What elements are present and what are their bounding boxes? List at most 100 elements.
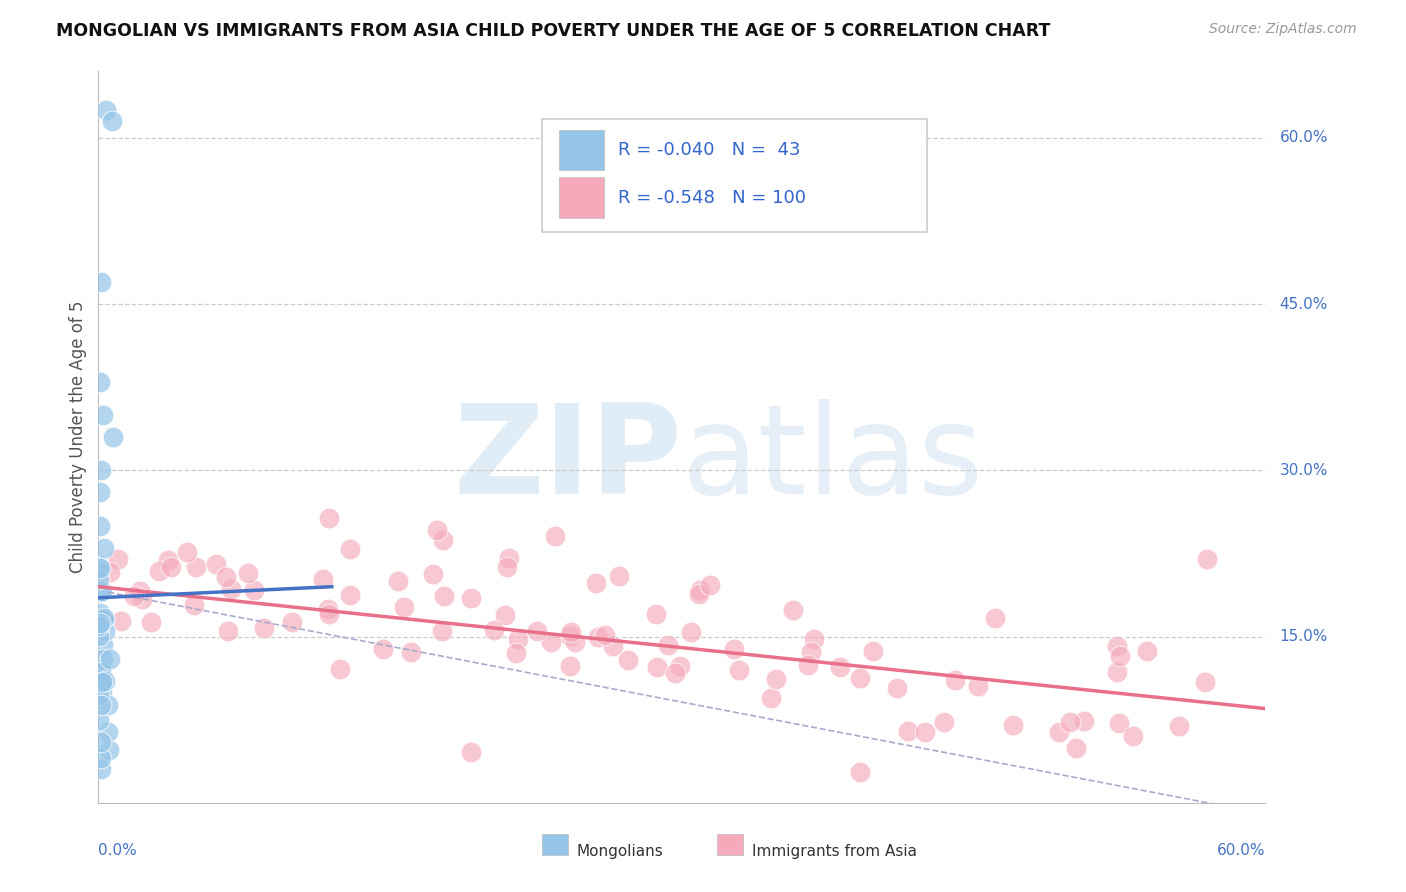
Point: [560, 624, 582, 639]
Point: [90, 275, 112, 289]
Point: [90, 751, 112, 765]
Point: [617, 653, 640, 667]
Text: ZIP: ZIP: [453, 399, 682, 519]
Text: 60.0%: 60.0%: [1218, 843, 1265, 858]
Point: [723, 642, 745, 657]
Point: [506, 632, 529, 646]
Point: [339, 588, 361, 602]
Point: [849, 764, 872, 779]
Point: [243, 582, 266, 597]
Point: [688, 587, 710, 601]
Point: [387, 574, 409, 589]
FancyBboxPatch shape: [541, 119, 927, 232]
Point: [1109, 649, 1132, 664]
Point: [460, 746, 482, 760]
Point: [312, 572, 335, 586]
Point: [1136, 644, 1159, 658]
Point: [98, 566, 121, 580]
Point: [862, 644, 884, 658]
Text: 15.0%: 15.0%: [1279, 629, 1327, 644]
Point: [669, 658, 692, 673]
Point: [796, 658, 818, 673]
Point: [318, 607, 340, 622]
Point: [318, 510, 340, 524]
Point: [602, 640, 624, 654]
Point: [433, 589, 456, 603]
Y-axis label: Child Poverty Under the Age of 5: Child Poverty Under the Age of 5: [69, 301, 87, 574]
Point: [543, 529, 565, 543]
Point: [91, 583, 114, 598]
Point: [89, 615, 111, 630]
Point: [803, 632, 825, 646]
Point: [1064, 740, 1087, 755]
FancyBboxPatch shape: [560, 178, 603, 218]
Point: [94, 624, 117, 639]
Point: [124, 589, 146, 603]
Point: [97, 724, 120, 739]
Point: [93, 611, 115, 625]
Text: MONGOLIAN VS IMMIGRANTS FROM ASIA CHILD POVERTY UNDER THE AGE OF 5 CORRELATION C: MONGOLIAN VS IMMIGRANTS FROM ASIA CHILD …: [56, 22, 1050, 40]
Point: [97, 698, 120, 712]
Point: [89, 564, 111, 578]
Point: [422, 567, 444, 582]
Point: [392, 600, 415, 615]
Point: [90, 673, 112, 687]
Text: Source: ZipAtlas.com: Source: ZipAtlas.com: [1209, 22, 1357, 37]
FancyBboxPatch shape: [541, 833, 568, 855]
Point: [217, 624, 239, 638]
Text: atlas: atlas: [682, 399, 984, 519]
Point: [94, 673, 117, 688]
Point: [148, 565, 170, 579]
Point: [89, 607, 111, 621]
Point: [93, 638, 115, 652]
Point: [526, 624, 548, 638]
Point: [560, 659, 582, 673]
Point: [585, 576, 607, 591]
Point: [89, 561, 111, 575]
Point: [90, 762, 112, 776]
Point: [98, 652, 121, 666]
Text: 45.0%: 45.0%: [1279, 297, 1327, 311]
Point: [498, 550, 520, 565]
Point: [107, 552, 129, 566]
Point: [316, 602, 339, 616]
Point: [645, 660, 668, 674]
Point: [93, 613, 115, 627]
Text: R = -0.040   N =  43: R = -0.040 N = 43: [617, 141, 800, 160]
Point: [204, 558, 226, 572]
Point: [897, 723, 920, 738]
Point: [253, 621, 276, 635]
FancyBboxPatch shape: [560, 130, 603, 170]
Point: [90, 675, 112, 690]
Point: [967, 679, 990, 693]
Point: [89, 518, 111, 533]
Point: [430, 624, 453, 639]
Point: [761, 691, 783, 706]
Point: [87, 665, 110, 680]
Point: [90, 675, 112, 690]
Point: [945, 673, 967, 687]
Point: [93, 541, 115, 555]
Point: [339, 542, 361, 557]
Point: [1105, 665, 1128, 679]
Point: [460, 591, 482, 605]
Point: [101, 114, 124, 128]
Point: [87, 629, 110, 643]
Point: [1059, 714, 1081, 729]
Point: [828, 660, 851, 674]
Point: [96, 103, 118, 117]
Point: [219, 582, 242, 596]
Point: [1195, 552, 1218, 566]
Point: [91, 408, 114, 422]
Point: [90, 663, 112, 677]
Text: Mongolians: Mongolians: [576, 845, 664, 860]
Point: [176, 545, 198, 559]
Point: [699, 578, 721, 592]
Text: 60.0%: 60.0%: [1279, 130, 1327, 145]
Point: [91, 652, 114, 666]
Point: [97, 743, 120, 757]
Point: [90, 463, 112, 477]
Point: [89, 619, 111, 633]
Point: [371, 641, 394, 656]
Point: [727, 663, 749, 677]
